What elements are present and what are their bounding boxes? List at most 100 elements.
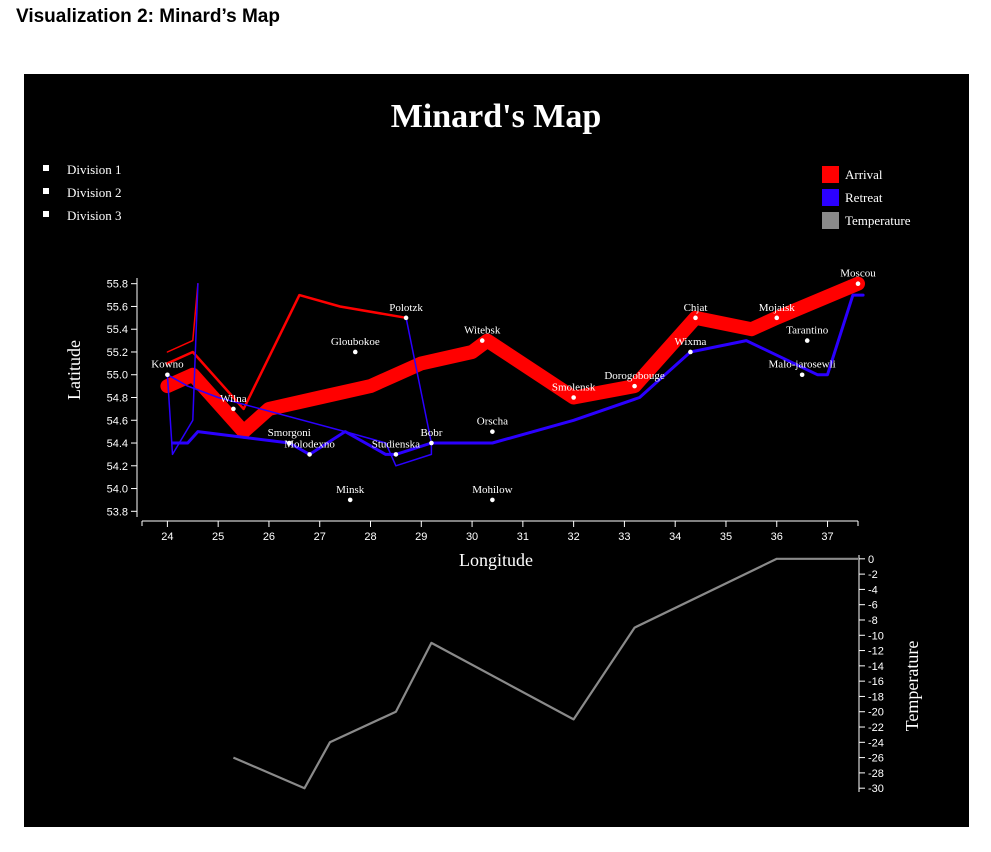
city-label: Smorgoni [268, 427, 311, 439]
legend-swatch-arrival [822, 166, 839, 183]
city-point [632, 383, 637, 389]
retreat-path-division-2 [166, 282, 433, 467]
minard-chart-panel: Minard's Map Division 1 Division 2 Divisio… [24, 74, 969, 827]
city-point [799, 372, 805, 378]
y-tick-label: 55.4 [107, 324, 128, 336]
y-tick-label: 54.4 [107, 438, 128, 450]
temperature-axis-label: Temperature [902, 641, 922, 732]
arrival-path-division-2 [166, 293, 408, 411]
temperature-tick-label: -30 [868, 783, 884, 795]
color-legend: Arrival Retreat Temperature [822, 166, 911, 229]
arrival-path-division-1 [160, 276, 865, 439]
y-tick-label: 55.6 [107, 301, 128, 313]
temperature-tick-label: 0 [868, 554, 874, 566]
temperature-tick-label: -14 [868, 661, 884, 673]
city-label: Minsk [336, 484, 365, 496]
city-point [352, 349, 358, 355]
x-tick-label: 28 [364, 531, 376, 543]
latitude-axis: 53.8 54.0 54.2 54.4 54.6 54.8 55.0 55.2 55.4 55.6… [107, 278, 138, 518]
y-tick-label: 54.0 [107, 484, 128, 496]
city-label: Moscou [840, 268, 876, 280]
city-point [347, 497, 353, 503]
x-tick-label: 36 [771, 531, 783, 543]
city-label: Smolensk [552, 382, 596, 394]
city-label: Malo-jarosewli [769, 359, 836, 371]
x-tick-label: 29 [415, 531, 427, 543]
legend-marker-division-1 [43, 165, 49, 171]
y-tick-label: 53.8 [107, 506, 128, 518]
longitude-axis: 24 25 26 27 28 29 30 31 32 33 34 35 36 37 [141, 520, 859, 543]
y-tick-label: 55.2 [107, 347, 128, 359]
x-tick-label: 26 [263, 531, 275, 543]
arrival-path-division-3 [166, 282, 199, 353]
x-tick-label: 31 [517, 531, 529, 543]
city-point [429, 440, 434, 446]
temperature-tick-label: -10 [868, 630, 884, 642]
temperature-tick-label: -22 [868, 722, 884, 734]
city-label: Orscha [477, 416, 508, 428]
legend-swatch-temperature [822, 212, 839, 229]
city-point [804, 338, 810, 343]
city-point [774, 315, 780, 321]
city-point [490, 497, 495, 503]
legend-label-division-2: Division 2 [67, 185, 122, 200]
x-tick-label: 27 [314, 531, 326, 543]
x-tick-label: 32 [568, 531, 580, 543]
temperature-tick-label: -24 [868, 737, 884, 749]
city-label: Bobr [420, 427, 442, 439]
city-point [693, 315, 698, 321]
x-axis-label: Longitude [459, 550, 533, 570]
city-label: Polotzk [389, 302, 423, 314]
legend-label-retreat: Retreat [845, 190, 883, 205]
city-label: Wixma [674, 336, 706, 348]
temperature-axis: 0 -2 -4 -6 -8 -10 -12 -14 -16 -18 -20 -22 -24 -26 -28 -… [858, 554, 884, 795]
city-label: Tarantino [786, 325, 828, 337]
x-tick-label: 34 [669, 531, 681, 543]
city-label: Wilna [220, 393, 247, 405]
legend-label-division-1: Division 1 [67, 162, 122, 177]
division-legend: Division 1 Division 2 Division 3 [43, 162, 122, 223]
city-point [571, 395, 576, 400]
temperature-tick-label: -6 [868, 600, 878, 612]
temperature-tick-label: -4 [868, 584, 878, 596]
x-tick-label: 35 [720, 531, 732, 543]
city-point [490, 429, 495, 434]
temperature-tick-label: -16 [868, 676, 884, 688]
city-point [688, 349, 693, 355]
temperature-tick-label: -20 [868, 707, 884, 719]
legend-marker-division-2 [43, 188, 49, 194]
city-label: Witebsk [464, 325, 501, 337]
temperature-line [232, 557, 858, 790]
city-label: Chjat [684, 302, 708, 314]
city-label: Kowno [151, 359, 184, 371]
city-point [165, 372, 170, 378]
x-tick-label: 24 [161, 531, 173, 543]
city-label: Studienska [372, 438, 420, 450]
temperature-tick-label: -2 [868, 569, 878, 581]
temperature-tick-label: -12 [868, 646, 884, 658]
city-point [479, 338, 485, 343]
legend-marker-division-3 [43, 211, 49, 217]
y-tick-label: 55.8 [107, 279, 128, 291]
temperature-tick-label: -28 [868, 768, 884, 780]
city-label: Molodexno [284, 438, 335, 450]
y-tick-label: 54.8 [107, 393, 128, 405]
temperature-tick-label: -8 [868, 615, 878, 627]
city-point [231, 406, 236, 412]
legend-label-temperature: Temperature [845, 213, 911, 228]
x-tick-label: 25 [212, 531, 224, 543]
y-tick-label: 55.0 [107, 370, 128, 382]
x-tick-label: 33 [618, 531, 630, 543]
city-label: Mojaisk [759, 302, 796, 314]
city-point [855, 281, 861, 286]
y-tick-label: 54.2 [107, 461, 128, 473]
x-tick-label: 37 [821, 531, 833, 543]
city-label: Dorogobouge [604, 370, 665, 382]
legend-swatch-retreat [822, 189, 839, 206]
city-point [307, 452, 312, 457]
page-heading: Visualization 2: Minard’s Map [16, 6, 280, 27]
city-point [393, 452, 399, 457]
city-point [286, 440, 292, 446]
